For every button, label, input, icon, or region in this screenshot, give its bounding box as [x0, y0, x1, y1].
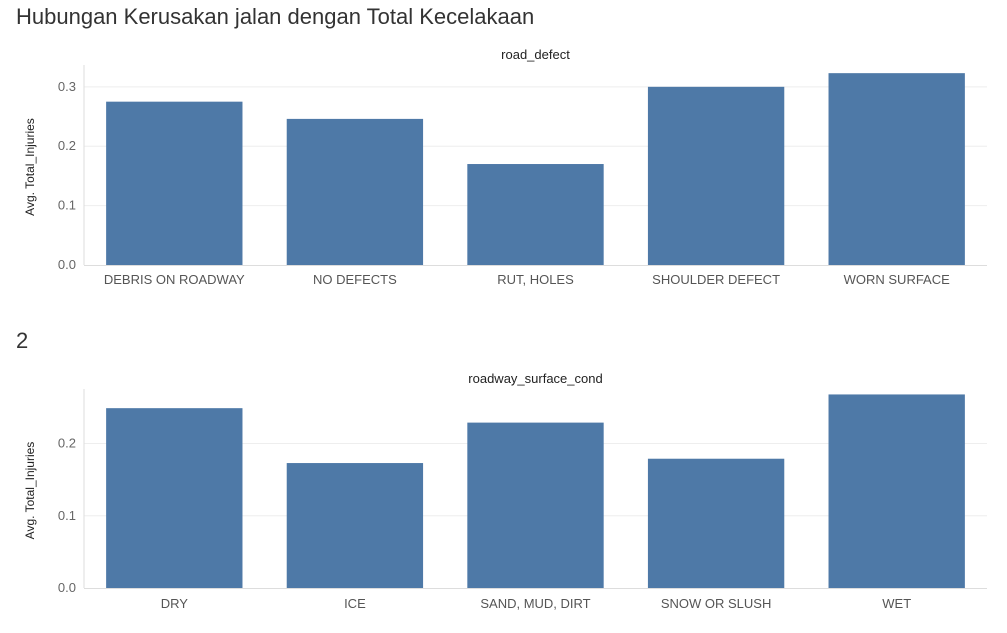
chart-0-y-tick-label: 0.2 [58, 138, 76, 153]
chart-0-category-label: WORN SURFACE [844, 272, 951, 287]
chart-0-category-label: SHOULDER DEFECT [652, 272, 780, 287]
chart-1-category-label: SAND, MUD, DIRT [480, 596, 590, 611]
chart-1-bar [106, 408, 243, 588]
chart-1-bar [828, 394, 965, 588]
roadway-surface-cond-chart: roadway_surface_cond Avg. Total_Injuries 0… [23, 371, 987, 611]
chart-1-y-axis-title: Avg. Total_Injuries [23, 442, 37, 540]
chart-0-y-axis-title: Avg. Total_Injuries [23, 118, 37, 216]
chart-0-bar [106, 101, 243, 265]
chart-0-bar [467, 164, 604, 265]
chart-1-y-tick-label: 0.2 [58, 436, 76, 451]
chart-1-category-label: WET [882, 596, 911, 611]
chart-0-bar [286, 118, 424, 266]
chart-0-category-label: DEBRIS ON ROADWAY [104, 272, 245, 287]
chart-0-bar [647, 86, 785, 265]
road-defect-chart: road_defect Avg. Total_Injuries 0.0 0.1 0.2 0… [23, 47, 987, 287]
chart-1-y-tick-label: 0.1 [58, 508, 76, 523]
chart-0-category-label: NO DEFECTS [313, 272, 397, 287]
chart-1-bar [647, 458, 785, 588]
chart-0-header: road_defect [501, 47, 570, 62]
chart-1-bar [467, 422, 604, 588]
chart-0-y-tick-label: 0.0 [58, 257, 76, 272]
chart-1-y-tick-label: 0.0 [58, 580, 76, 595]
chart-0-bar [828, 73, 965, 265]
chart-0-y-tick-label: 0.3 [58, 79, 76, 94]
chart-0-category-label: RUT, HOLES [497, 272, 574, 287]
sheet-title: Hubungan Kerusakan jalan dengan Total Ke… [16, 4, 535, 29]
chart-0-y-tick-label: 0.1 [58, 198, 76, 213]
section-title: 2 [16, 328, 29, 353]
chart-1-category-label: DRY [161, 596, 189, 611]
chart-1-bar [286, 463, 424, 588]
chart-1-header: roadway_surface_cond [468, 371, 602, 386]
chart-1-category-label: ICE [344, 596, 366, 611]
chart-1-category-label: SNOW OR SLUSH [661, 596, 772, 611]
